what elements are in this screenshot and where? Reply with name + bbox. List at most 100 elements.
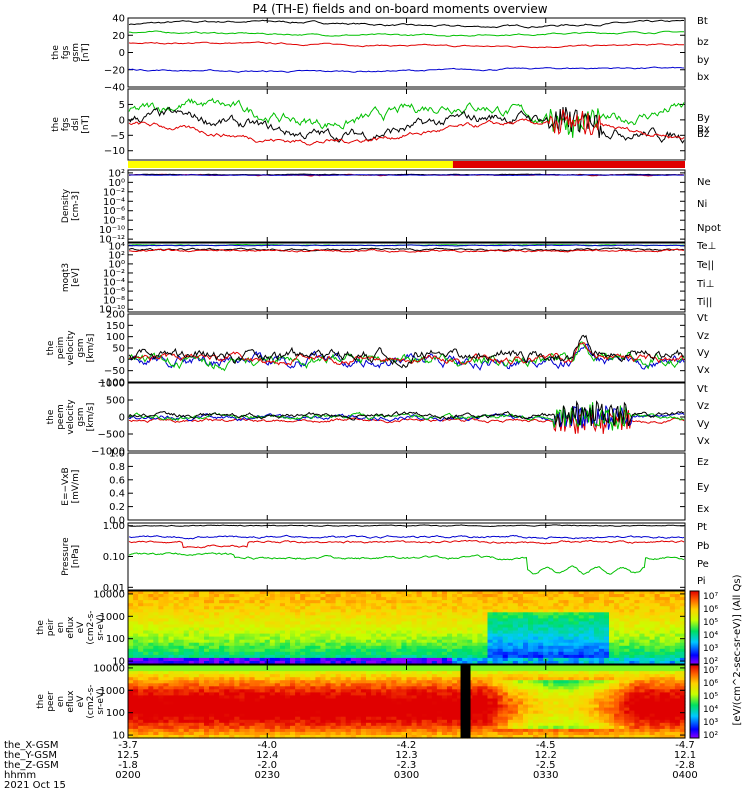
heat-cell [421, 671, 428, 675]
heat-cell [325, 645, 332, 650]
heat-cell [548, 668, 554, 672]
heat-cell [441, 692, 448, 696]
heat-cell [452, 615, 458, 619]
heat-cell [173, 654, 180, 659]
heat-cell [163, 615, 170, 619]
heat-cell [517, 722, 524, 727]
heat-cell [533, 630, 539, 635]
heat-cell [507, 603, 514, 607]
heat-cell [143, 630, 149, 635]
legend-vy: Vy [697, 419, 710, 430]
heat-cell [234, 627, 240, 632]
heat-cell [279, 680, 286, 684]
heat-cell [578, 639, 585, 644]
heat-cell [497, 716, 504, 721]
heat-cell [447, 674, 453, 678]
heat-cell [254, 665, 261, 669]
heat-cell [254, 612, 261, 616]
heat-cell [229, 651, 235, 656]
heat-cell [517, 594, 524, 598]
heat-cell [193, 661, 200, 665]
heat-cell [244, 731, 251, 736]
heat-cell [158, 701, 165, 706]
heat-cell [295, 689, 301, 693]
heat-cell [639, 603, 646, 607]
heat-cell [371, 597, 377, 601]
heat-cell [330, 707, 337, 712]
heat-cell [583, 612, 590, 616]
heat-cell [431, 630, 438, 635]
heat-cell [269, 591, 276, 595]
heat-cell [523, 701, 529, 706]
heat-cell [325, 713, 332, 718]
heat-cell [543, 648, 549, 653]
heat-cell [553, 612, 559, 616]
heat-cell [639, 654, 646, 659]
heat-cell [467, 603, 473, 607]
heat-cell [426, 630, 433, 635]
heat-cell [543, 692, 549, 696]
heat-cell [310, 657, 316, 662]
heat-cell [477, 713, 484, 718]
heat-cell [528, 591, 534, 595]
heat-cell [178, 713, 185, 718]
heat-cell [214, 671, 220, 675]
heat-cell [163, 591, 170, 595]
heat-cell [279, 689, 286, 693]
heat-cell [679, 618, 686, 622]
heat-cell [198, 606, 205, 610]
heat-cell [406, 680, 413, 684]
heat-cell [249, 707, 256, 712]
heat-cell [583, 606, 590, 610]
heat-cell [431, 725, 438, 730]
heat-cell [467, 621, 473, 625]
heat-cell [558, 621, 565, 625]
heat-cell [249, 710, 256, 715]
heat-cell [340, 668, 347, 672]
heat-cell [497, 633, 504, 638]
heat-cell [482, 701, 489, 706]
heat-cell [224, 695, 230, 699]
heat-cell [614, 624, 620, 629]
heat-cell [254, 677, 261, 681]
heat-cell [477, 657, 484, 662]
heat-cell [598, 597, 605, 601]
heat-cell [411, 668, 418, 672]
heat-cell [492, 657, 499, 662]
heat-cell [345, 618, 352, 622]
heat-cell [340, 716, 347, 721]
heat-cell [452, 731, 458, 736]
heat-cell [173, 591, 180, 595]
heat-cell [472, 710, 478, 715]
heat-cell [391, 722, 397, 727]
heat-cell [219, 719, 225, 724]
heat-cell [609, 612, 615, 616]
heat-cell [371, 609, 377, 613]
heat-cell [244, 609, 251, 613]
heat-cell [452, 668, 458, 672]
heat-cell [254, 728, 261, 733]
heat-cell [138, 677, 144, 681]
heat-cell [158, 674, 165, 678]
heat-cell [360, 695, 367, 699]
heat-cell [285, 612, 291, 616]
heat-cell [472, 633, 478, 638]
heat-cell [214, 735, 220, 739]
heat-cell [325, 661, 332, 665]
heat-cell [588, 630, 595, 635]
heat-cell [198, 597, 205, 601]
heat-cell [214, 710, 220, 715]
heat-cell [234, 624, 240, 629]
heat-cell [558, 597, 565, 601]
heat-cell [578, 627, 585, 632]
heat-cell [371, 639, 377, 644]
heat-cell [588, 624, 595, 629]
heat-cell [431, 731, 438, 736]
heat-cell [558, 639, 565, 644]
heat-cell [254, 731, 261, 736]
heat-cell [204, 713, 210, 718]
heat-cell [447, 609, 453, 613]
heat-cell [472, 648, 478, 653]
heat-cell [224, 716, 230, 721]
heat-cell [204, 728, 210, 733]
